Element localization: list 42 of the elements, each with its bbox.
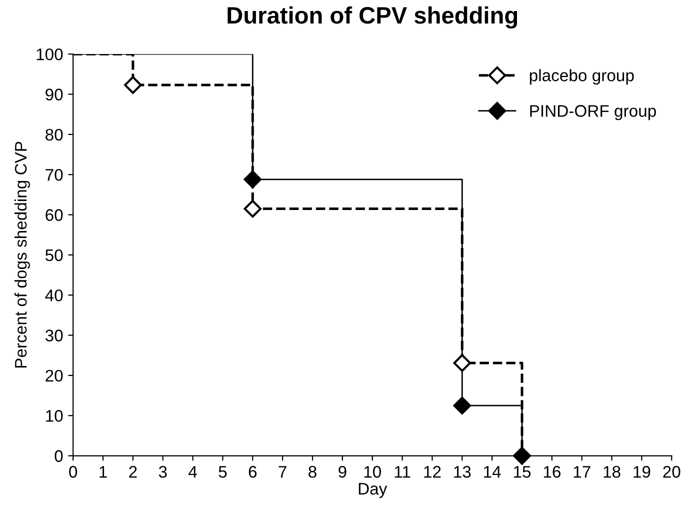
y-tick-label: 50 bbox=[45, 249, 63, 262]
x-tick-label: 2 bbox=[129, 466, 137, 478]
chart-title: Duration of CPV shedding bbox=[228, 6, 518, 29]
point bbox=[244, 170, 262, 188]
y-tick-label: 70 bbox=[46, 168, 63, 181]
x-tick-label: 19 bbox=[634, 466, 650, 478]
y-tick-label: 100 bbox=[36, 48, 63, 60]
point bbox=[124, 76, 142, 94]
x-tick-label: 3 bbox=[158, 466, 167, 478]
x-tick-label: 7 bbox=[278, 466, 286, 478]
y-tick-label: 40 bbox=[45, 289, 63, 302]
x-tick-label: 11 bbox=[394, 466, 410, 478]
x-tick-label: 12 bbox=[424, 466, 441, 478]
x-tick-label: 4 bbox=[188, 466, 197, 478]
x-tick-label: 10 bbox=[364, 466, 381, 478]
y-tick-label: 20 bbox=[46, 370, 63, 382]
y-tick-label: 60 bbox=[46, 209, 63, 221]
x-tick-label: 17 bbox=[574, 466, 590, 478]
y-tick-label: 80 bbox=[46, 128, 63, 141]
legend-label: PIND-ORF group bbox=[530, 105, 656, 120]
y-axis-title: Percent of dogs shedding CVP bbox=[14, 142, 30, 368]
point bbox=[453, 396, 472, 414]
x-tick-label: 15 bbox=[514, 466, 531, 478]
x-tick-label: 20 bbox=[663, 466, 680, 478]
legend-label: placebo group bbox=[530, 69, 634, 85]
x-tick-label: 1 bbox=[100, 466, 107, 478]
point bbox=[453, 354, 472, 372]
x-tick-label: 14 bbox=[484, 466, 501, 478]
point bbox=[244, 200, 262, 218]
y-tick-label: 30 bbox=[45, 330, 63, 342]
y-tick-label: 90 bbox=[46, 88, 63, 100]
x-tick-label: 13 bbox=[454, 466, 471, 478]
x-tick-label: 18 bbox=[604, 466, 620, 478]
y-tick-label: 0 bbox=[54, 450, 63, 462]
x-tick-label: 9 bbox=[338, 466, 346, 478]
x-tick-label: 8 bbox=[308, 466, 316, 478]
x-tick-label: 5 bbox=[218, 466, 227, 478]
x-tick-label: 16 bbox=[544, 466, 560, 478]
x-tick-label: 6 bbox=[248, 466, 257, 478]
y-tick-label: 10 bbox=[46, 410, 63, 422]
x-tick-label: 0 bbox=[69, 466, 78, 478]
x-axis-title: Day bbox=[358, 483, 388, 498]
